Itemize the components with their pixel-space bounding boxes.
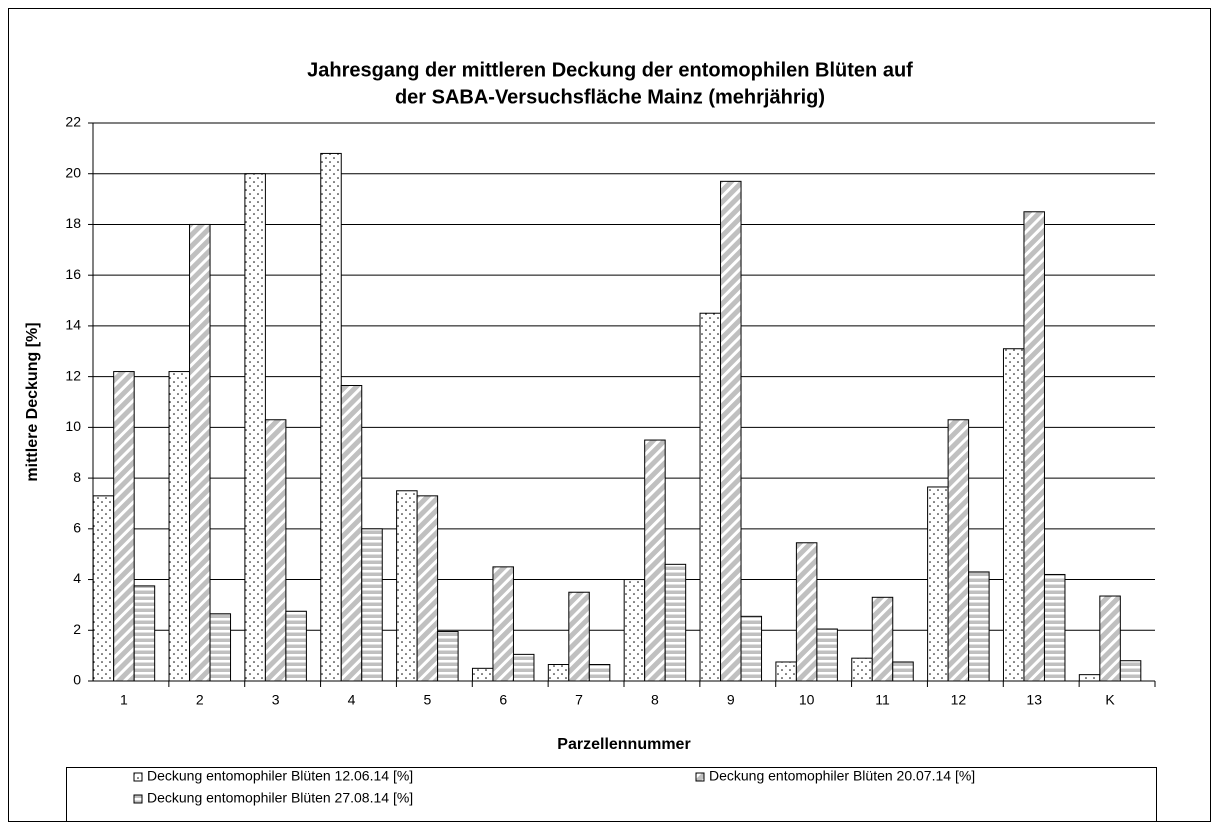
bar — [189, 223, 211, 682]
bar — [568, 591, 590, 682]
bar — [1043, 573, 1066, 682]
bar — [168, 371, 191, 682]
bar — [92, 495, 115, 682]
y-tick-label: 18 — [65, 215, 81, 231]
chart-title: der SABA-Versuchsfläche Mainz (mehrjähri… — [395, 86, 825, 108]
bar — [320, 152, 342, 682]
bar — [512, 653, 535, 682]
legend-label: Deckung entomophiler Blüten 27.08.14 [%] — [147, 790, 413, 806]
y-tick-label: 4 — [73, 570, 81, 586]
bar — [244, 173, 266, 682]
y-axis-title: mittlere Deckung [%] — [24, 322, 41, 481]
legend-label: Deckung entomophiler Blüten 12.06.14 [%] — [147, 768, 413, 784]
y-tick-label: 20 — [65, 164, 81, 180]
legend-label: Deckung entomophiler Blüten 20.07.14 [%] — [709, 768, 975, 784]
legend-swatch — [133, 772, 143, 782]
bar — [340, 385, 363, 682]
legend — [66, 767, 1157, 822]
bar — [644, 439, 666, 682]
x-tick-label: 7 — [575, 692, 583, 708]
bar — [588, 664, 611, 682]
bar — [396, 490, 418, 682]
bar — [968, 571, 990, 682]
x-tick-label: 4 — [348, 692, 356, 708]
x-tick-label: 6 — [499, 692, 507, 708]
bar — [1023, 211, 1045, 682]
bar — [1099, 595, 1121, 682]
bar — [947, 419, 970, 682]
bar — [471, 667, 494, 682]
bar — [209, 613, 232, 682]
bar — [720, 180, 742, 682]
bar — [623, 579, 646, 682]
y-tick-label: 14 — [65, 317, 81, 333]
bar — [664, 563, 687, 682]
bar — [1078, 674, 1101, 682]
bar — [851, 657, 873, 682]
bar — [113, 371, 135, 682]
bar — [892, 661, 914, 682]
legend-swatch — [133, 794, 143, 804]
x-tick-label: 8 — [651, 692, 659, 708]
x-tick-label: 13 — [1026, 692, 1042, 708]
y-tick-label: 16 — [65, 266, 81, 282]
y-tick-label: 0 — [73, 672, 81, 688]
x-tick-label: 5 — [423, 692, 431, 708]
legend-swatch — [695, 772, 705, 782]
bar — [816, 628, 838, 682]
bar — [547, 664, 570, 682]
bar — [775, 661, 797, 682]
y-tick-label: 12 — [65, 367, 81, 383]
bar — [285, 610, 307, 682]
x-tick-label: 12 — [951, 692, 967, 708]
y-tick-label: 10 — [65, 418, 81, 434]
bar — [361, 528, 383, 682]
x-tick-label: 2 — [196, 692, 204, 708]
bar — [795, 542, 818, 682]
x-axis-title: Parzellennummer — [557, 736, 690, 753]
bar — [871, 596, 894, 682]
x-tick-label: 11 — [875, 692, 890, 708]
bar — [1119, 660, 1142, 682]
bar — [927, 486, 949, 682]
x-tick-label: K — [1105, 692, 1115, 708]
bar — [740, 615, 763, 682]
x-tick-label: 1 — [120, 692, 128, 708]
bar — [264, 419, 287, 682]
bar — [1002, 348, 1025, 682]
x-tick-label: 3 — [272, 692, 280, 708]
bar — [437, 631, 459, 682]
y-tick-label: 6 — [73, 520, 81, 536]
bar — [492, 566, 514, 682]
bar — [699, 312, 722, 682]
bar — [416, 495, 439, 682]
x-tick-label: 10 — [799, 692, 815, 708]
chart-title: Jahresgang der mittleren Deckung der ent… — [307, 59, 913, 81]
bar — [133, 585, 156, 682]
y-tick-label: 2 — [73, 621, 81, 637]
y-tick-label: 8 — [73, 469, 81, 485]
y-tick-label: 22 — [65, 114, 81, 130]
x-tick-label: 9 — [727, 692, 735, 708]
